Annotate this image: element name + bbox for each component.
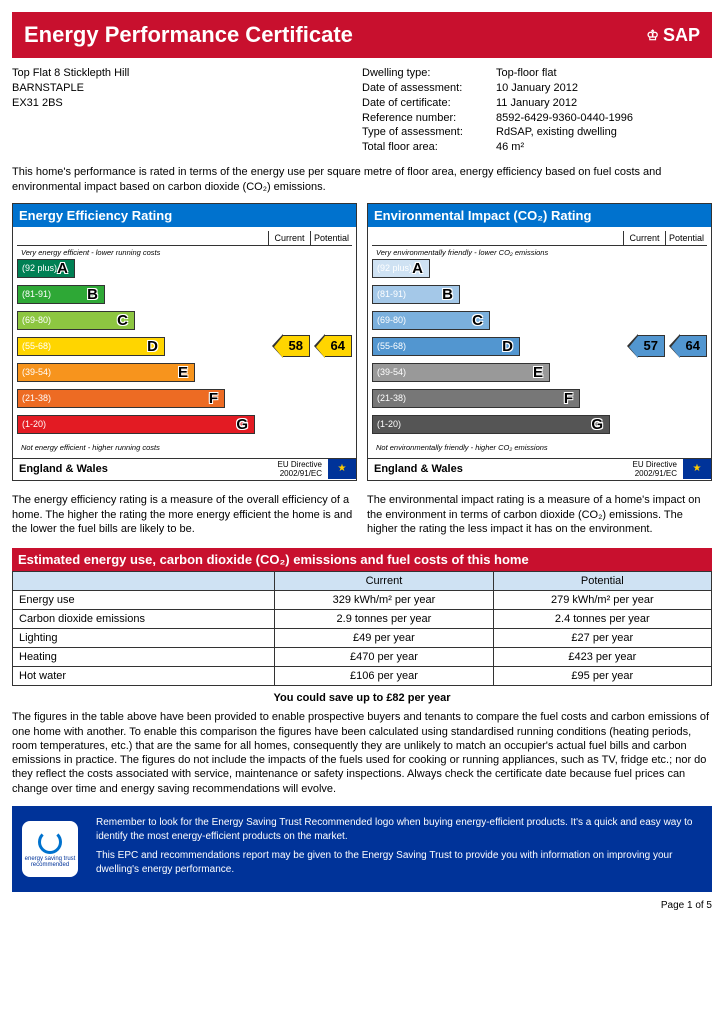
page-number: Page 1 of 5 [12,896,712,915]
intro-text: This home's performance is rated in term… [12,165,712,195]
costs-title: Estimated energy use, carbon dioxide (CO… [12,548,712,571]
environmental-desc: The environmental impact rating is a mea… [367,489,712,540]
energy-efficiency-rating: Energy Efficiency Rating Current Potenti… [12,203,357,482]
est-recommended-box: energy saving trust recommended Remember… [12,806,712,892]
save-text: You could save up to £82 per year [12,692,712,704]
eu-flag-icon: ★ [683,459,711,479]
address-line: Top Flat 8 Sticklepth Hill [12,66,362,81]
efficiency-desc: The energy efficiency rating is a measur… [12,489,357,540]
property-info: Top Flat 8 Sticklepth Hill BARNSTAPLE EX… [12,58,712,165]
page-title: Energy Performance Certificate [24,22,353,48]
address-line: EX31 2BS [12,96,362,111]
sap-logo: ♔SAP [646,25,700,46]
certificate-header: Energy Performance Certificate ♔SAP [12,12,712,58]
environmental-impact-rating: Environmental Impact (CO₂) Rating Curren… [367,203,712,482]
figures-text: The figures in the table above have been… [12,710,712,796]
address-line: BARNSTAPLE [12,81,362,96]
est-badge-icon: energy saving trust recommended [22,821,78,877]
property-fields: Dwelling type:Top-floor flat Date of ass… [362,66,712,155]
cost-table: CurrentPotential Energy use329 kWh/m² pe… [12,571,712,686]
eu-flag-icon: ★ [328,459,356,479]
